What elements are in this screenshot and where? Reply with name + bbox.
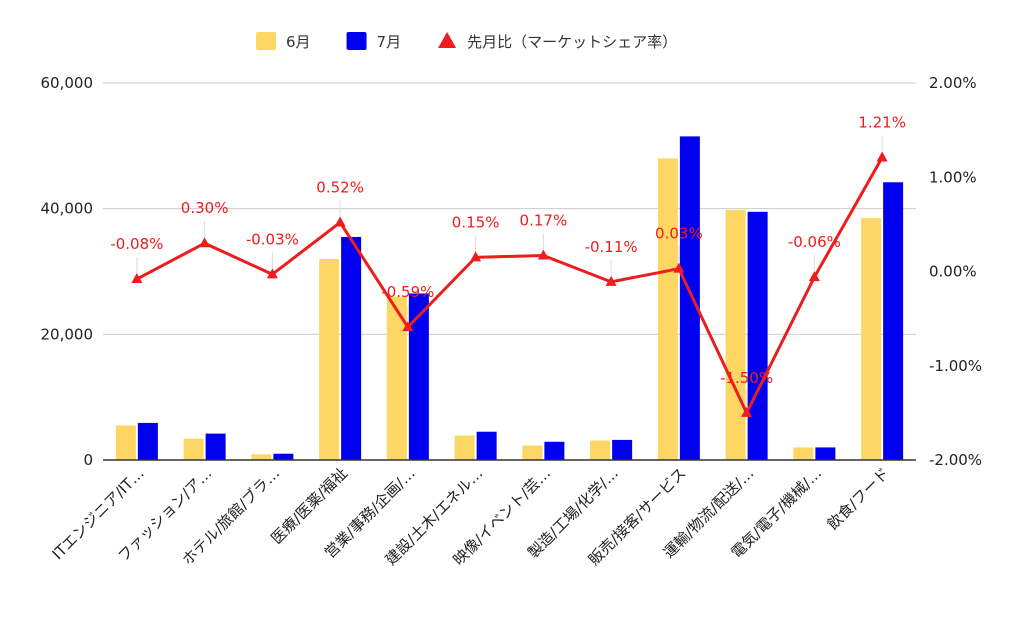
left-axis-tick-label: 60,000 <box>41 74 94 92</box>
legend-label: 6月 <box>286 33 311 51</box>
left-axis-tick-label: 40,000 <box>41 200 94 218</box>
bar-june <box>319 258 340 460</box>
data-label: -0.59% <box>381 283 434 301</box>
data-label: 1.21% <box>858 113 906 131</box>
data-label: -0.03% <box>246 230 299 248</box>
data-label: 0.17% <box>520 211 568 229</box>
triangle-marker <box>876 151 888 162</box>
right-axis-tick-label: 2.00% <box>929 74 977 92</box>
data-label: -0.11% <box>585 238 638 256</box>
bar-july <box>747 211 768 460</box>
bar-june <box>657 158 678 460</box>
data-label: -0.06% <box>788 233 841 251</box>
bar-july <box>476 431 497 460</box>
data-label: 0.03% <box>655 225 703 243</box>
triangle-marker <box>808 271 820 282</box>
triangle-marker <box>266 268 278 279</box>
bar-june <box>386 296 407 460</box>
data-label: -1.50% <box>720 369 773 387</box>
bar-july <box>612 439 633 460</box>
legend: 6月 7月 先月比（マーケットシェア率） <box>256 32 677 51</box>
right-axis-tick-label: -1.00% <box>929 357 982 375</box>
triangle-marker <box>605 275 617 286</box>
left-axis-tick-label: 20,000 <box>41 325 94 343</box>
triangle-marker <box>199 237 211 248</box>
bar-july <box>137 422 158 460</box>
bar-july <box>408 293 429 460</box>
bar-june <box>861 218 882 460</box>
bars <box>115 136 904 461</box>
bar-july <box>679 136 700 461</box>
right-axis-tick-label: -2.00% <box>929 451 982 469</box>
bar-july <box>815 447 836 460</box>
legend-label: 先月比（マーケットシェア率） <box>467 33 677 51</box>
bar-july <box>341 236 362 460</box>
bar-june <box>522 445 543 460</box>
bar-june <box>590 440 611 460</box>
data-label: 0.15% <box>452 213 500 231</box>
triangle-marker <box>537 249 549 260</box>
legend-triangle-icon <box>438 32 457 48</box>
axes: 0 20,000 40,000 60,000 -2.00% -1.00% 0.00% 1.00… <box>41 74 983 569</box>
bar-june <box>115 425 136 460</box>
triangle-marker <box>402 321 414 332</box>
right-axis-tick-label: 1.00% <box>929 168 977 186</box>
right-axis-tick-label: 0.00% <box>929 263 977 281</box>
legend-label: 7月 <box>377 33 402 51</box>
data-labels: -0.08% 0.30% -0.03% 0.52% -0.59% 0.15% 0.17% -0… <box>110 113 906 386</box>
share-change-polyline <box>136 156 884 415</box>
triangle-marker <box>470 251 482 262</box>
bar-june <box>183 438 204 460</box>
legend-swatch <box>346 32 367 50</box>
triangle-marker <box>741 406 753 417</box>
bar-july <box>544 441 565 460</box>
left-axis-tick-label: 0 <box>83 451 93 469</box>
triangle-marker <box>131 273 143 284</box>
share-change-line <box>131 135 888 417</box>
bar-july <box>273 453 294 460</box>
data-label: 0.52% <box>316 178 364 196</box>
triangle-marker <box>673 262 685 273</box>
bar-june <box>793 447 814 460</box>
gridlines <box>103 82 916 335</box>
bar-june <box>251 454 272 460</box>
bar-july <box>205 433 226 460</box>
data-label: -0.08% <box>110 235 163 253</box>
triangle-marker <box>334 216 346 227</box>
legend-swatch <box>256 32 276 50</box>
bar-june <box>454 435 475 460</box>
data-label: 0.30% <box>181 199 229 217</box>
category-label: 飲食/フード <box>824 464 893 533</box>
bar-june <box>725 209 746 460</box>
bar-july <box>883 182 904 460</box>
